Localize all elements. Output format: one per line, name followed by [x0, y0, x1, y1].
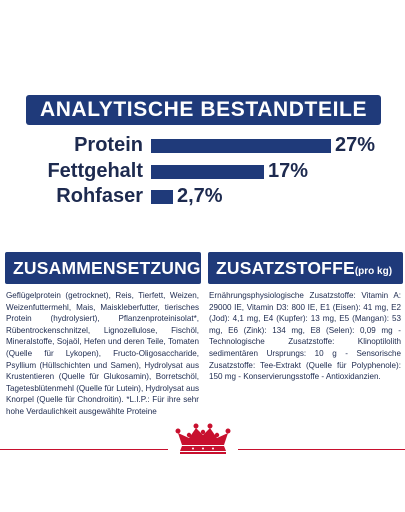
fiber-bar	[151, 190, 173, 204]
protein-value: 27%	[335, 134, 376, 156]
additives-unit: (pro kg)	[354, 266, 393, 277]
additives-text: Ernährungsphysiologische Zusatzstoffe: V…	[209, 291, 401, 382]
additives-header: ZUSATZSTOFFE(pro kg)	[208, 252, 403, 284]
footer-divider	[0, 449, 405, 450]
crown-icon	[172, 423, 234, 457]
analytics-banner: ANALYTISCHE BESTANDTEILE	[26, 95, 381, 125]
fat-label: Fettgehalt	[47, 160, 143, 182]
protein-label: Protein	[74, 134, 143, 156]
fiber-label: Rohfaser	[56, 185, 143, 207]
fiber-value: 2,7%	[177, 185, 223, 207]
additives-title: ZUSATZSTOFFE	[216, 258, 355, 278]
fat-bar	[151, 165, 264, 179]
divider-line-right	[238, 449, 405, 450]
composition-title: ZUSAMMENSETZUNG	[13, 258, 201, 278]
additives-title-wrap: ZUSATZSTOFFE(pro kg)	[208, 252, 403, 284]
protein-bar	[151, 139, 331, 153]
fat-value: 17%	[268, 160, 309, 182]
analytics-title: ANALYTISCHE BESTANDTEILE	[39, 98, 368, 121]
divider-line-left	[0, 449, 168, 450]
composition-header: ZUSAMMENSETZUNG	[5, 252, 201, 284]
composition-text: Geflügelprotein (getrocknet), Reis, Tier…	[6, 291, 200, 416]
